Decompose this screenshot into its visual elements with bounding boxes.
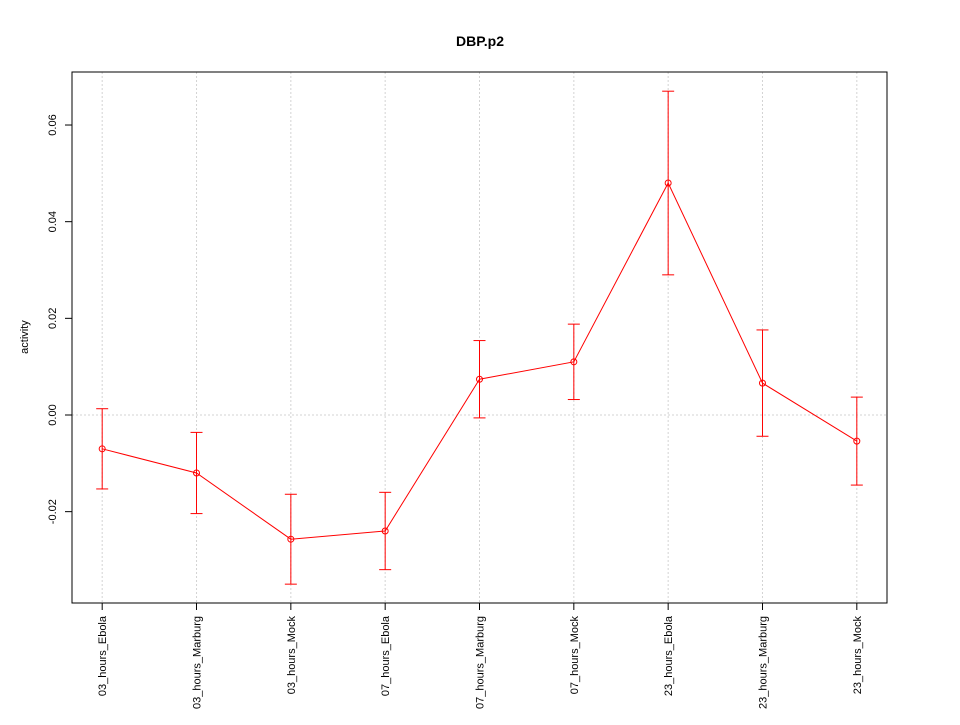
y-tick-label: 0.04 <box>47 211 59 232</box>
data-point <box>853 437 861 445</box>
data-point <box>381 527 389 535</box>
x-tick-label: 07_hours_Marburg <box>475 616 487 709</box>
data-point <box>758 379 766 387</box>
error-bar <box>473 340 486 419</box>
data-point <box>287 535 295 543</box>
x-tick-label: 23_hours_Mock <box>852 616 864 695</box>
x-tick-label: 23_hours_Marburg <box>757 616 769 709</box>
error-bar <box>379 491 392 571</box>
chart-title: DBP.p2 <box>456 33 504 49</box>
data-point <box>570 358 578 366</box>
error-bar <box>284 493 297 585</box>
x-tick-label: 03_hours_Mock <box>286 616 298 695</box>
data-point <box>664 179 672 187</box>
data-point <box>193 469 201 477</box>
y-tick-label: 0.06 <box>47 114 59 135</box>
data-point <box>476 375 483 383</box>
error-bar <box>756 329 769 437</box>
y-axis-label: activity <box>19 320 31 354</box>
data-point <box>98 445 106 453</box>
y-tick-label: -0.02 <box>47 499 59 524</box>
y-tick-label: 0.02 <box>47 308 59 329</box>
x-tick-label: 07_hours_Ebola <box>380 615 392 696</box>
x-tick-label: 07_hours_Mock <box>569 616 581 695</box>
y-tick-label: 0.00 <box>47 404 59 425</box>
x-tick-label: 23_hours_Ebola <box>663 615 675 696</box>
error-bar <box>96 408 109 490</box>
x-tick-label: 03_hours_Ebola <box>97 615 109 696</box>
error-bar <box>662 90 675 276</box>
x-tick-label: 03_hours_Marburg <box>192 616 204 709</box>
error-bar <box>567 323 580 401</box>
error-bar <box>190 431 203 515</box>
error-bar <box>850 396 863 486</box>
